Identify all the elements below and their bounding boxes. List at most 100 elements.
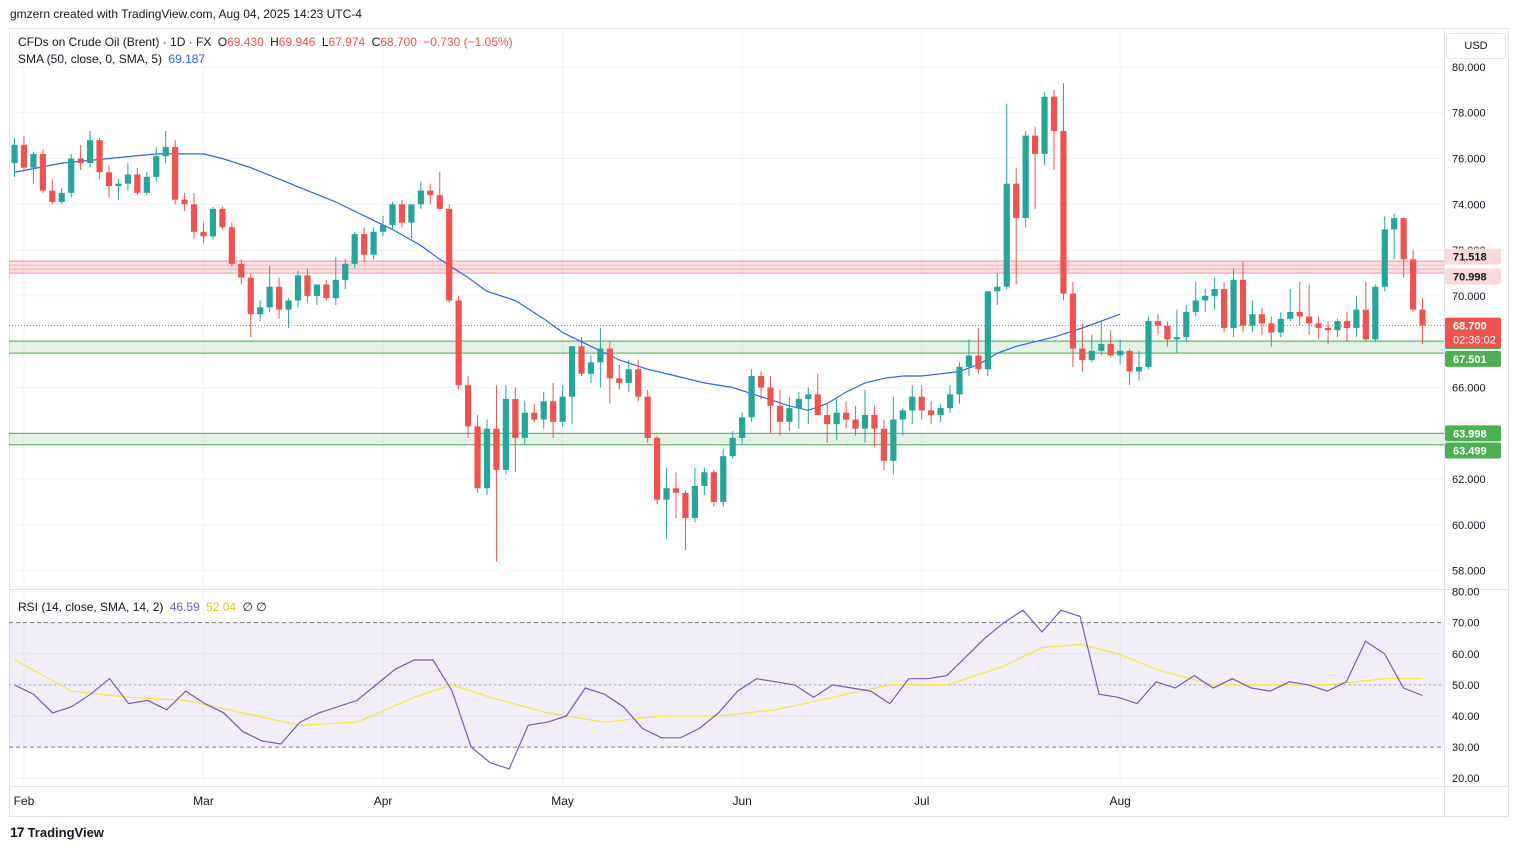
candle xyxy=(1050,89,1058,170)
candle xyxy=(1324,321,1332,344)
candle-body xyxy=(890,419,897,461)
candle-body xyxy=(1192,300,1199,312)
price-tick-label: 78.000 xyxy=(1452,108,1486,120)
candle xyxy=(257,300,264,322)
candle-body xyxy=(871,414,878,429)
candle xyxy=(1334,318,1341,338)
candle-body xyxy=(909,396,916,411)
candle-body xyxy=(342,263,349,280)
candle xyxy=(209,206,217,239)
candle xyxy=(1173,309,1180,354)
candle xyxy=(1069,282,1076,367)
candle xyxy=(134,167,141,196)
price-axis[interactable]: 58.00060.00062.00064.00066.00068.00070.0… xyxy=(1452,62,1486,785)
countdown-label: 02:36:02 xyxy=(1453,335,1496,347)
candle xyxy=(909,385,916,425)
candle xyxy=(1306,284,1313,335)
candle-body xyxy=(1334,321,1341,331)
symbol-legend[interactable]: CFDs on Crude Oil (Brent) · 1D · FX O69.… xyxy=(18,35,516,49)
price-tick-label: 80.000 xyxy=(1452,62,1486,74)
candle-body xyxy=(1117,350,1124,356)
candle xyxy=(1230,268,1237,338)
candle-body xyxy=(578,346,585,374)
candle xyxy=(824,403,831,443)
candle-body xyxy=(153,156,160,177)
tradingview-footer[interactable]: 17 TradingView xyxy=(10,824,104,840)
candle xyxy=(304,268,311,303)
candle xyxy=(1268,316,1275,347)
zone-high-label-box xyxy=(1445,248,1501,265)
candle-body xyxy=(1391,218,1398,230)
candle-body xyxy=(1211,289,1218,296)
candle-body xyxy=(1239,279,1247,326)
candle xyxy=(748,369,755,422)
zone-low-label: 67.501 xyxy=(1453,354,1487,366)
zone-low-label: 63.499 xyxy=(1453,445,1487,457)
candle-body xyxy=(899,410,906,420)
tradingview-brand: TradingView xyxy=(27,824,104,840)
candle-body xyxy=(30,153,37,168)
price-tick-label: 74.000 xyxy=(1452,199,1486,211)
candle-body xyxy=(228,227,235,264)
candle xyxy=(190,192,198,239)
candle-body xyxy=(1098,343,1105,351)
rsi-pane xyxy=(9,609,1444,770)
candle xyxy=(276,277,283,319)
sma-path xyxy=(14,153,1121,412)
candle-body xyxy=(720,456,727,502)
currency-button[interactable]: USD xyxy=(1446,33,1506,59)
candle-body xyxy=(351,234,358,264)
zone-high-label-box xyxy=(1445,425,1501,442)
candle xyxy=(1400,218,1407,278)
candle-body xyxy=(1013,183,1020,219)
candle-body xyxy=(1135,366,1143,372)
candle xyxy=(493,385,500,562)
candle xyxy=(58,188,65,205)
candle-body xyxy=(654,437,661,500)
candle-body xyxy=(1268,323,1275,333)
chart-canvas[interactable]: 58.00060.00062.00064.00066.00068.00070.0… xyxy=(9,28,1509,817)
candle-body xyxy=(455,300,462,386)
candle-body xyxy=(105,172,113,186)
candle xyxy=(616,364,623,390)
candle-body xyxy=(285,300,292,310)
sma-label: SMA (50, close, 0, SMA, 5) xyxy=(18,52,163,66)
candle xyxy=(1117,339,1124,365)
rsi-tick-label: 50.00 xyxy=(1452,680,1480,692)
candle-body xyxy=(77,158,84,164)
watermark-header: gmzern created with TradingView.com, Aug… xyxy=(10,7,362,21)
candle xyxy=(946,385,954,413)
candle-body xyxy=(446,208,453,301)
candle-body xyxy=(975,355,982,370)
candle-body xyxy=(748,376,755,418)
candle-body xyxy=(1202,295,1209,301)
time-tick-label: Feb xyxy=(14,794,35,808)
rsi-legend[interactable]: RSI (14, close, SMA, 14, 2) 46.59 52.04 … xyxy=(18,600,270,614)
candle-body xyxy=(559,396,566,422)
candle-body xyxy=(833,412,840,425)
candle xyxy=(843,401,850,429)
candle-body xyxy=(937,408,944,415)
candle xyxy=(682,490,689,551)
candle-body xyxy=(1126,350,1133,372)
candle-body xyxy=(1287,311,1294,319)
candle xyxy=(446,204,453,303)
candle xyxy=(294,270,302,308)
candle-body xyxy=(1069,293,1076,349)
candle-body xyxy=(465,385,472,427)
candle-body xyxy=(776,405,784,422)
candle-body xyxy=(408,204,415,223)
rsi-line xyxy=(14,609,1423,770)
time-axis[interactable]: Feb Mar Apr May Jun Jul Aug xyxy=(14,794,1131,808)
candle-body xyxy=(200,231,207,237)
candle xyxy=(417,181,424,209)
rsi-value: 46.59 xyxy=(169,600,200,614)
candle xyxy=(247,273,254,338)
candle-body xyxy=(1362,309,1369,340)
sma-legend[interactable]: SMA (50, close, 0, SMA, 5) 69.187 xyxy=(18,52,208,66)
candle-body xyxy=(1107,343,1114,356)
candle-body xyxy=(1324,327,1332,331)
candle xyxy=(757,371,765,399)
candle-body xyxy=(644,396,651,438)
support-zone xyxy=(9,433,1444,445)
